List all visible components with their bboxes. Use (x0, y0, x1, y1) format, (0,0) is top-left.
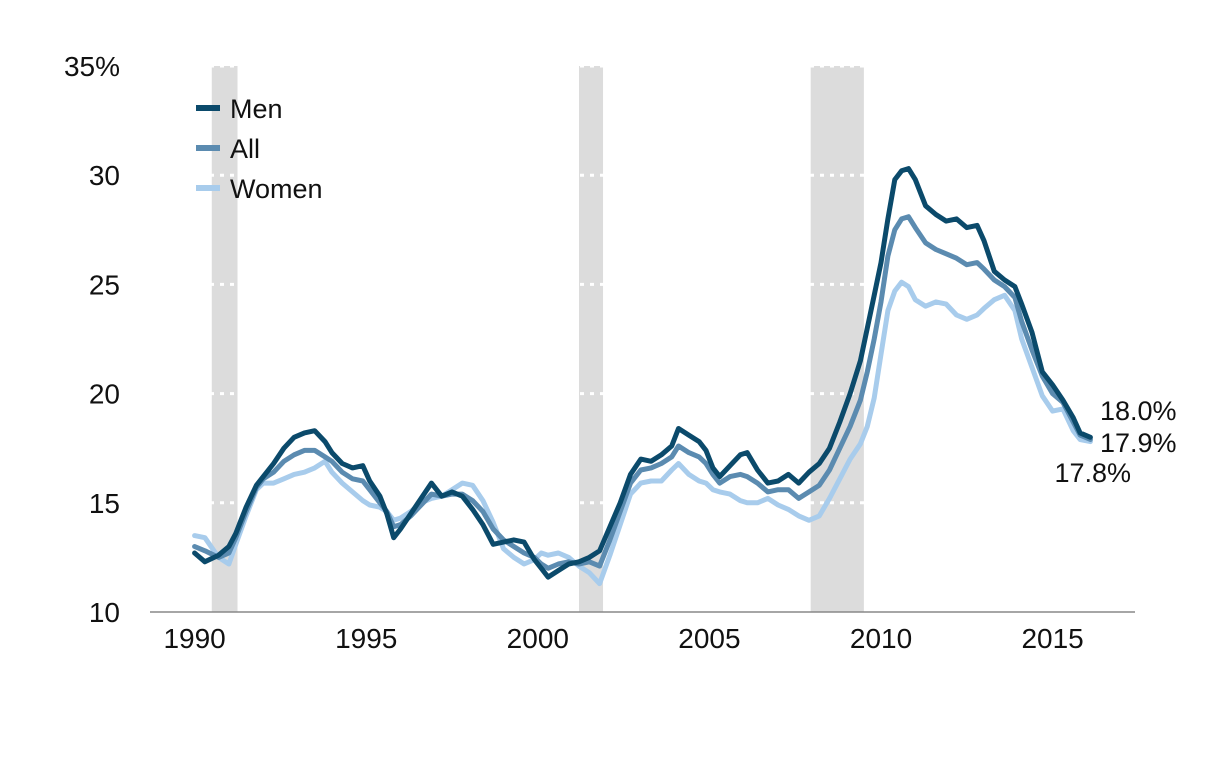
end-label-women: 17.8% (1054, 458, 1131, 488)
legend: Men All Women (196, 94, 323, 204)
legend-label-men: Men (230, 94, 283, 124)
x-tick-label: 2005 (678, 623, 740, 654)
x-tick-label: 2015 (1021, 623, 1083, 654)
x-tick-label: 1990 (163, 623, 225, 654)
end-label-men: 18.0% (1100, 396, 1177, 426)
gridlines (150, 64, 1135, 505)
y-axis-ticks: 10 15 20 25 30 35% (64, 51, 120, 628)
series-line-men (192, 166, 1093, 580)
x-tick-label: 2010 (850, 623, 912, 654)
recession-band-1 (579, 66, 604, 612)
x-tick-label: 2000 (507, 623, 569, 654)
y-tick-label: 25 (89, 269, 120, 300)
y-tick-label: 35% (64, 51, 120, 82)
y-tick-label: 20 (89, 379, 120, 410)
series-lines (192, 166, 1093, 587)
recession-band-2 (810, 66, 864, 612)
y-tick-label: 10 (89, 597, 120, 628)
legend-label-all: All (230, 134, 260, 164)
series-line-women (192, 279, 1093, 587)
end-label-all: 17.9% (1100, 428, 1177, 458)
y-tick-label: 30 (89, 160, 120, 191)
x-tick-label: 1995 (335, 623, 397, 654)
series-line-all (192, 214, 1093, 571)
y-tick-label: 15 (89, 488, 120, 519)
recession-shading (211, 66, 864, 612)
x-axis-ticks: 1990 1995 2000 2005 2010 2015 (163, 623, 1083, 654)
end-labels: 18.0%17.9%17.8% (1054, 396, 1176, 488)
legend-label-women: Women (230, 174, 323, 204)
recession-band-0 (211, 66, 238, 612)
